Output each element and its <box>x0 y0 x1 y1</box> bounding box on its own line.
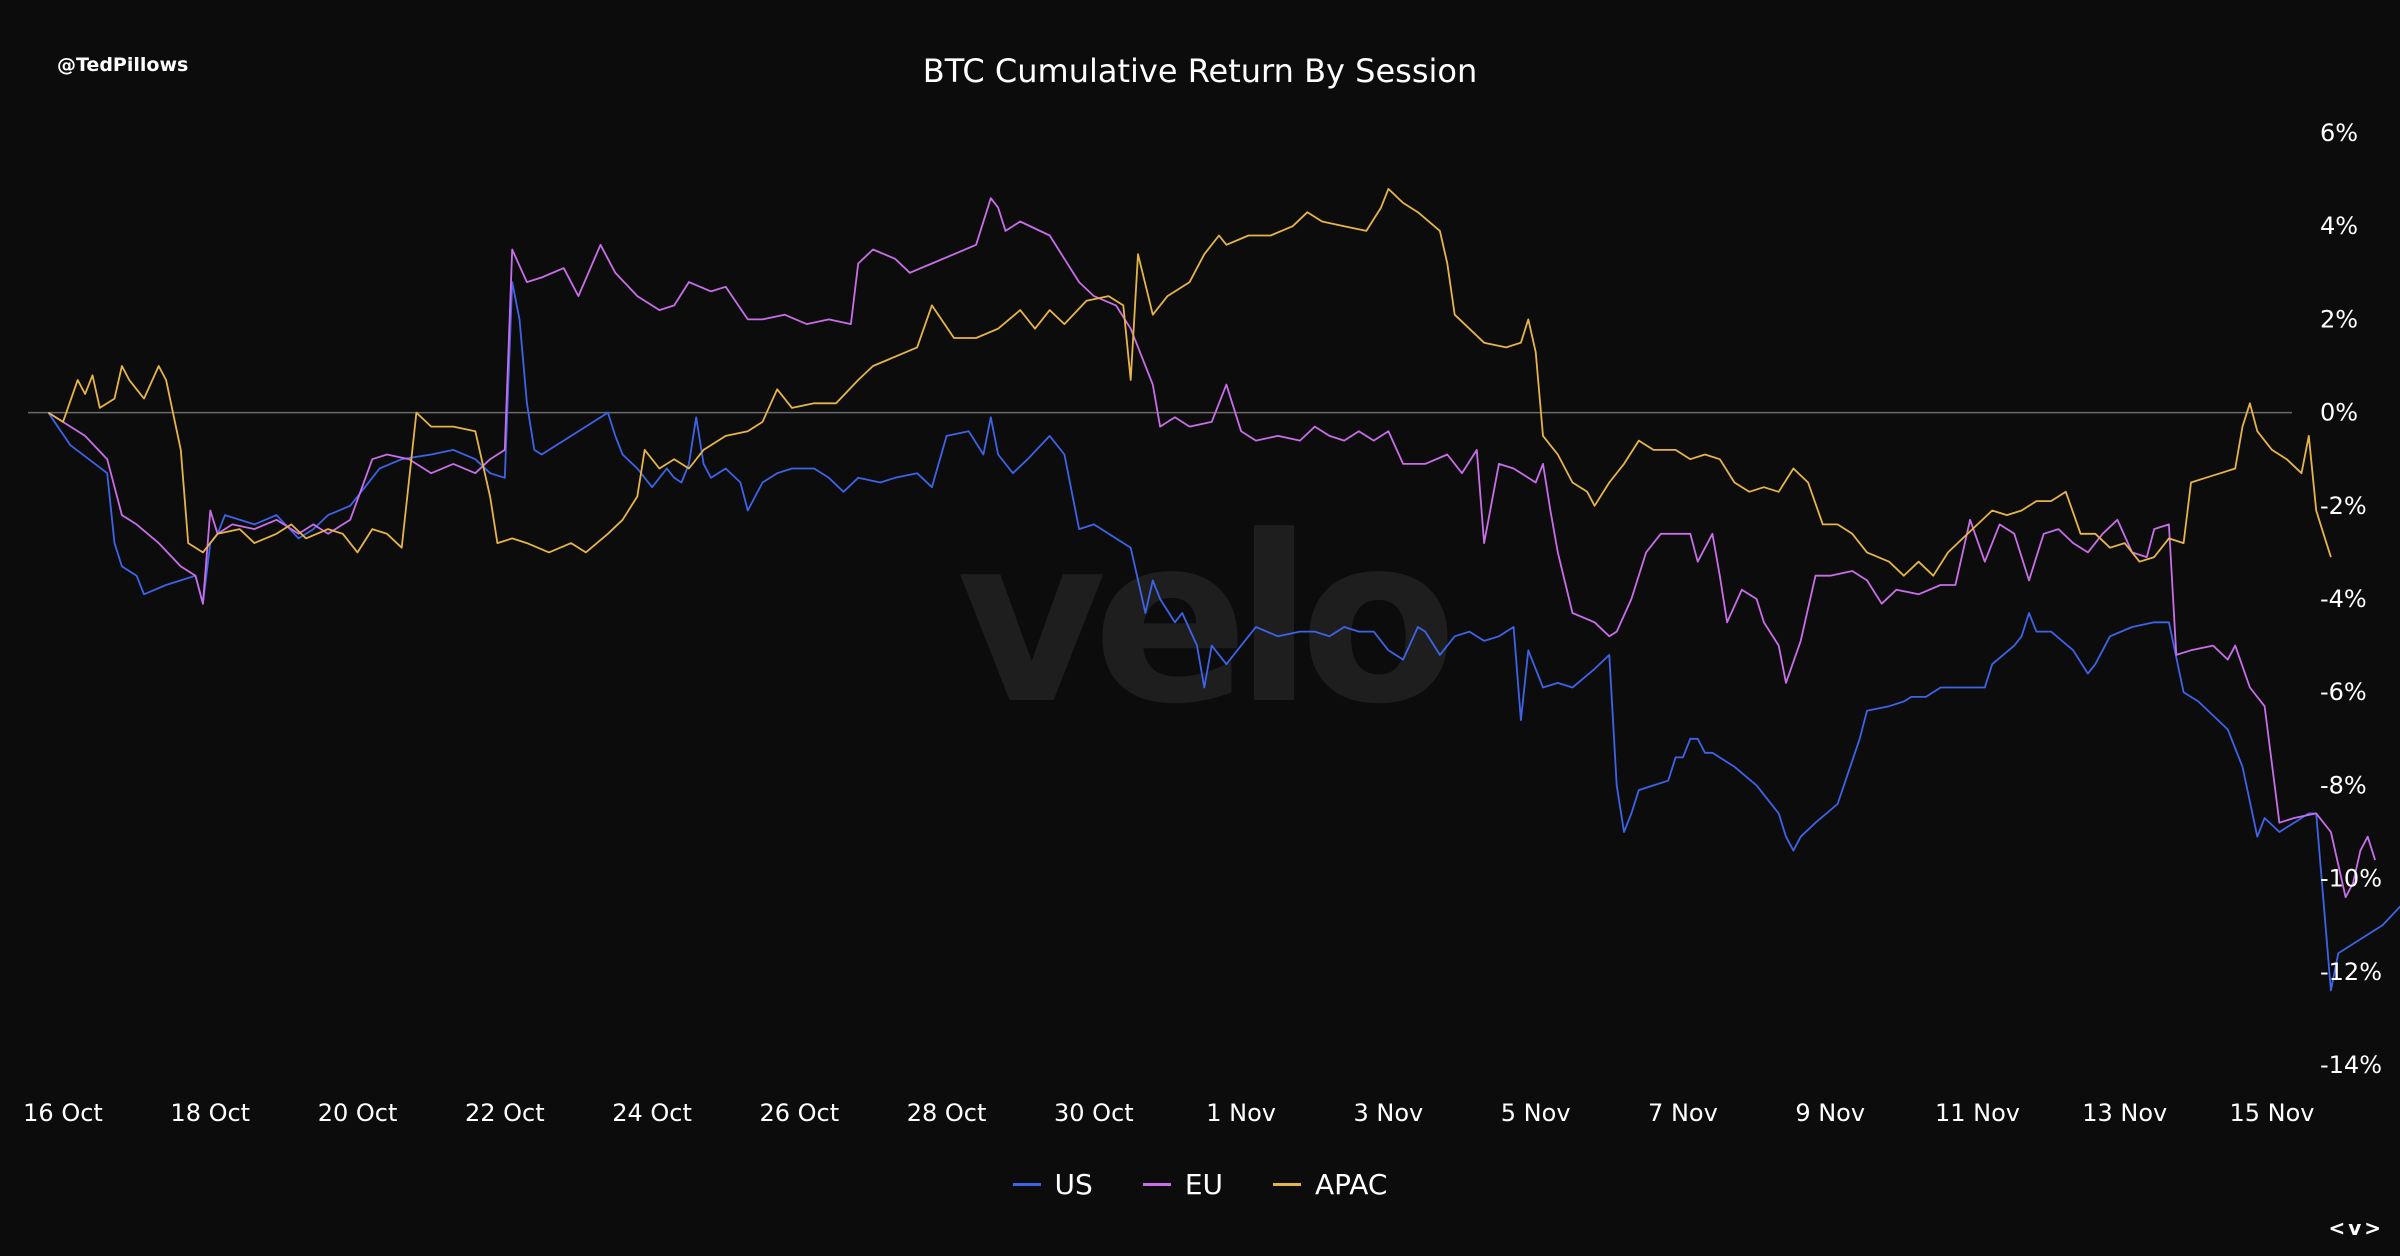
x-tick-label: 16 Oct <box>23 1099 103 1127</box>
x-tick-label: 7 Nov <box>1648 1099 1718 1127</box>
x-tick-label: 22 Oct <box>465 1099 545 1127</box>
legend: US EU APAC <box>0 1168 2400 1201</box>
velo-watermark: velo <box>957 488 1449 755</box>
y-tick-label: -8% <box>2320 771 2367 799</box>
x-tick-label: 5 Nov <box>1501 1099 1571 1127</box>
series-line-us[interactable] <box>47 281 2400 992</box>
x-tick-label: 20 Oct <box>318 1099 398 1127</box>
x-tick-label: 13 Nov <box>2082 1099 2167 1127</box>
chart-title: BTC Cumulative Return By Session <box>922 52 1478 90</box>
legend-swatch-us <box>1012 1183 1041 1186</box>
series-layer <box>47 187 2400 992</box>
x-tick-label: 24 Oct <box>612 1099 692 1127</box>
y-tick-label: 6% <box>2320 119 2358 147</box>
x-tick-label: 9 Nov <box>1795 1099 1865 1127</box>
y-tick-label: -4% <box>2320 585 2367 613</box>
legend-label-us: US <box>1054 1168 1093 1201</box>
series-line-apac[interactable] <box>47 187 2332 577</box>
legend-item-eu[interactable]: EU <box>1142 1168 1223 1201</box>
y-tick-label: -12% <box>2320 958 2382 986</box>
series-line-eu[interactable] <box>47 197 2376 899</box>
x-tick-label: 3 Nov <box>1354 1099 1424 1127</box>
x-tick-label: 26 Oct <box>759 1099 839 1127</box>
y-tick-label: 2% <box>2320 305 2358 333</box>
y-tick-label: -10% <box>2320 865 2382 893</box>
y-tick-label: 4% <box>2320 212 2358 240</box>
legend-item-us[interactable]: US <box>1012 1168 1093 1201</box>
y-tick-label: 0% <box>2320 399 2358 427</box>
y-axis: 6% 4% 2% 0% -2% -4% -6% -8% -10% -12% -14% <box>2320 119 2382 1079</box>
x-tick-label: 15 Nov <box>2229 1099 2314 1127</box>
author-handle: @TedPillows <box>57 54 189 76</box>
legend-swatch-apac <box>1273 1183 1301 1186</box>
y-tick-label: -6% <box>2320 678 2367 706</box>
x-tick-label: 30 Oct <box>1054 1099 1134 1127</box>
x-tick-label: 1 Nov <box>1206 1099 1276 1127</box>
y-tick-label: -2% <box>2320 492 2367 520</box>
x-tick-label: 28 Oct <box>907 1099 987 1127</box>
x-axis: 16 Oct 18 Oct 20 Oct 22 Oct 24 Oct 26 Oct 28 O… <box>23 1099 2314 1127</box>
y-tick-label: -14% <box>2320 1051 2382 1079</box>
legend-item-apac[interactable]: APAC <box>1273 1168 1387 1201</box>
nav-glyph[interactable]: <v> <box>2328 1216 2384 1240</box>
legend-label-eu: EU <box>1184 1168 1223 1201</box>
legend-label-apac: APAC <box>1315 1168 1388 1201</box>
x-tick-label: 11 Nov <box>1935 1099 2020 1127</box>
x-tick-label: 18 Oct <box>170 1099 250 1127</box>
legend-swatch-eu <box>1142 1183 1171 1186</box>
